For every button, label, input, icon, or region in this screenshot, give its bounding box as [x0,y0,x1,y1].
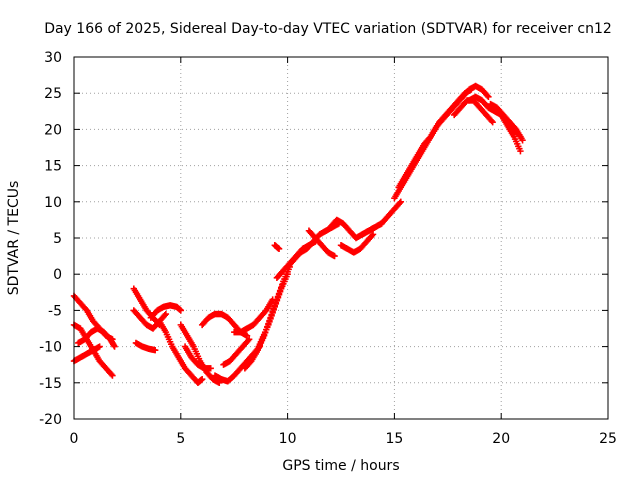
data-point [488,117,495,125]
data-point [274,294,282,301]
y-tick-label: 30 [44,50,62,66]
data-point [151,347,159,354]
series-arc-h [147,302,184,321]
series-arc-u [305,227,338,260]
y-tick-label: -15 [39,376,62,392]
data-point [519,137,526,144]
data-point [244,337,252,344]
data-points [70,82,526,386]
series-arc-j [177,321,223,386]
y-tick-label: 20 [44,122,62,138]
data-point [111,343,118,350]
series-arc-o [231,296,276,336]
x-tick-labels: 0 5 10 15 20 25 [70,431,617,447]
data-point [265,321,272,329]
data-point [96,343,103,350]
data-point [275,245,283,253]
y-axis-label: SDTVAR / TECUs [6,181,22,296]
series-arc-g [132,339,159,354]
grid-lines [74,57,608,419]
data-point [177,307,184,314]
x-tick-label: 10 [279,431,297,447]
chart-title: Day 166 of 2025, Sidereal Day-to-day VTE… [44,21,612,37]
data-point [489,118,496,126]
data-point [162,310,170,318]
y-tick-label: -20 [39,412,62,428]
data-point [397,198,405,205]
data-point [275,291,283,298]
y-tick-labels: -20 -15 -10 -5 0 5 10 15 20 25 30 [39,50,62,428]
series-arc-q [252,271,291,358]
data-point [207,365,214,372]
data-point [331,252,338,260]
data-point [271,303,278,310]
data-point [272,300,280,307]
series-arc-d [70,343,103,365]
series-arc-t [271,242,283,253]
data-point [243,332,251,339]
y-tick-label: -10 [39,340,62,356]
data-point [267,315,274,323]
series-arc-i [156,318,206,386]
series-arc-l [198,310,251,339]
series-arc-n [220,336,253,368]
data-point [276,288,284,295]
y-tick-label: 5 [53,231,62,247]
x-tick-label: 25 [599,431,617,447]
data-point [198,375,206,383]
data-point [485,93,492,101]
x-tick-label: 5 [176,431,185,447]
data-point [245,336,253,343]
data-point [273,297,281,304]
data-point [517,147,524,155]
data-point [108,371,115,378]
series-arc-c [75,325,118,350]
y-tick-label: 0 [53,267,62,283]
data-point [269,309,276,317]
data-point [109,372,116,379]
data-point [396,199,403,207]
x-axis-label: GPS time / hours [282,458,399,474]
data-point [368,232,376,239]
series-arc-ad [498,111,524,155]
data-point [284,271,291,278]
y-tick-label: 15 [44,159,62,175]
data-point [270,306,277,313]
y-tick-label: 10 [44,195,62,211]
y-tick-label: 25 [44,86,62,102]
x-tick-label: 15 [385,431,403,447]
series-arc-f [130,307,170,332]
y-tick-label: -5 [48,303,62,319]
data-point [268,312,275,320]
axis-ticks [73,56,609,420]
series-arc-x [359,198,405,238]
data-point [266,318,273,326]
series-arc-w [337,231,377,256]
series-arc-z [395,82,492,191]
data-point [369,231,377,238]
x-tick-label: 0 [70,431,79,447]
x-tick-label: 20 [492,431,510,447]
data-point [161,312,168,319]
series-arc-k [181,343,214,372]
data-point [484,92,491,99]
